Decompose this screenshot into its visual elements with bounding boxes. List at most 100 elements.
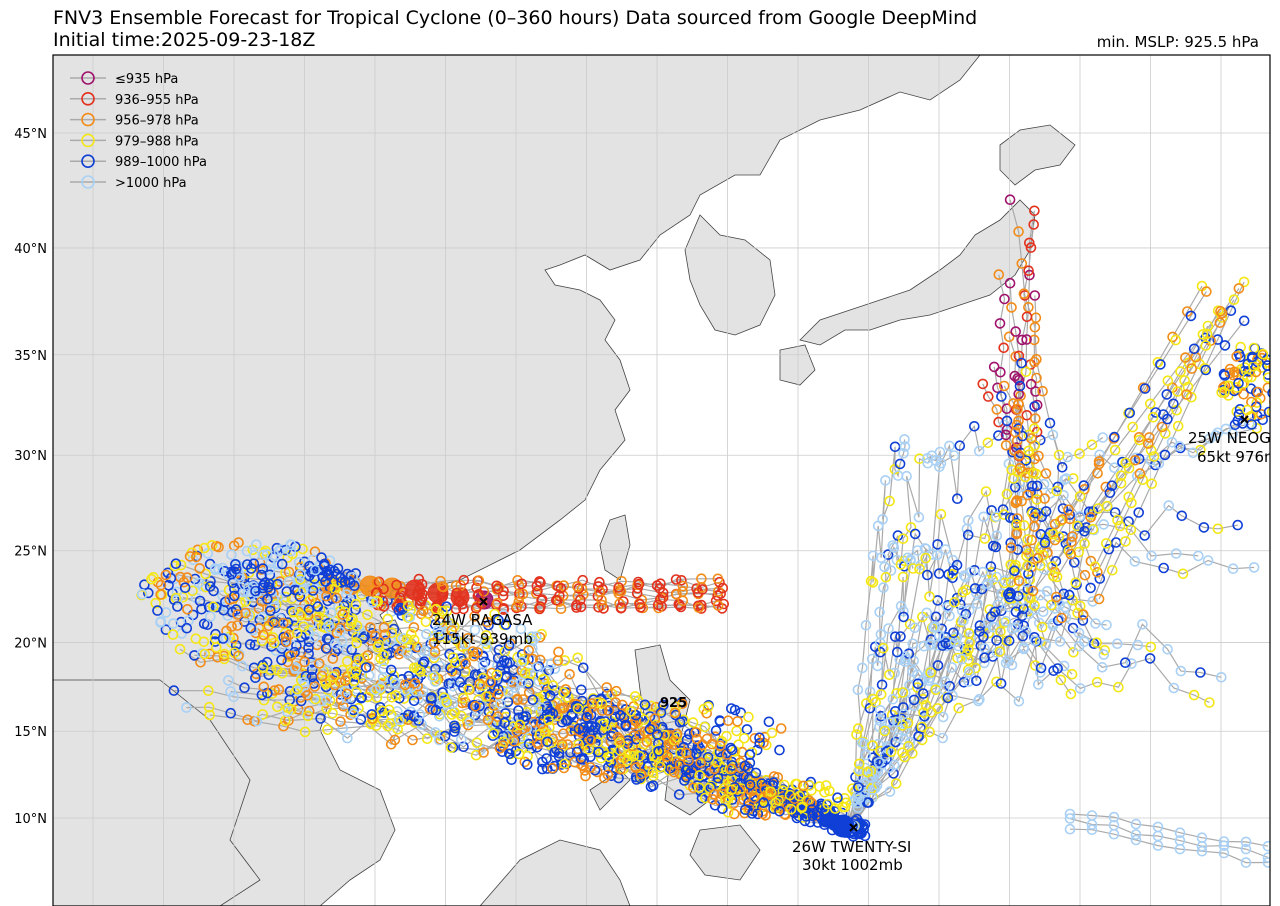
track-point [931,549,943,561]
cluster-point [758,797,769,809]
cluster-point [778,779,790,791]
cluster-point [735,707,747,719]
cluster-point [527,635,539,647]
cluster-point [191,551,202,563]
track-point [1137,618,1148,630]
cluster-point [690,727,702,738]
track-point [1029,635,1041,647]
cluster-point [803,795,815,806]
cluster-point [256,569,267,581]
track-point [375,682,386,693]
cluster-point [671,728,683,740]
track-point [704,744,716,756]
cluster-point [492,688,504,700]
track-point [1003,458,1015,470]
track-point [1054,636,1066,647]
track-point [351,631,363,643]
cluster-point [329,638,341,650]
cluster-point [754,732,765,744]
track-point [697,584,708,595]
track-point [1078,609,1089,620]
track-point [874,715,886,726]
cluster-point [335,572,346,584]
track-point [1022,489,1034,501]
track-point [1180,352,1191,363]
cluster-point [744,757,756,769]
track-point [1058,660,1070,672]
cluster-point [258,629,269,641]
cluster-point [661,750,673,762]
track-point [969,583,981,594]
cluster-point [616,699,628,711]
track-point [1028,467,1039,479]
cluster-point [382,613,394,625]
track-point [857,662,868,674]
track-point [878,582,889,593]
cluster-point [447,652,459,663]
cluster-point [829,803,841,814]
cluster-point [585,734,597,746]
track-point [1204,697,1215,708]
track-point [1107,564,1118,576]
track-point [416,578,428,590]
cluster-point [687,717,699,728]
cluster-point [773,795,784,806]
track-point [942,692,954,704]
cluster-point [759,783,771,795]
track-point [712,590,724,601]
track-point [1144,653,1156,664]
cluster-point [806,804,818,815]
track-point [572,652,584,664]
chart-title: FNV3 Ensemble Forecast for Tropical Cycl… [53,7,978,29]
track-point [1077,615,1089,626]
cluster-point [1242,358,1253,370]
cluster-point [1219,370,1231,381]
cluster-point [362,650,374,661]
track-point [1013,450,1025,461]
track-point [1079,569,1091,581]
track-line [1069,828,1269,864]
cluster-point [516,677,527,688]
cluster-point [409,677,421,689]
track-point [1024,269,1035,281]
cluster-point [256,635,268,647]
track-point [645,700,657,712]
cluster-point [408,711,420,723]
cluster-point [421,628,432,640]
min-mslp-label: min. MSLP: 925.5 hPa [1096,33,1259,51]
track-point [271,701,283,713]
cluster-point [366,709,378,720]
track-point [954,440,966,452]
cluster-point [276,654,287,666]
track-point [879,725,891,737]
track-point [654,583,666,594]
track-point [1039,537,1051,549]
track-point [228,691,239,703]
track-point [670,574,682,585]
track-point [1216,671,1227,683]
track-point [925,634,937,645]
track-point [535,601,546,613]
track-point [963,654,974,666]
cluster-point [463,683,475,695]
track-point [276,667,288,679]
cluster-point [460,638,471,650]
track-point [991,511,1002,522]
borneo [479,839,631,906]
cluster-point [198,636,210,648]
track-point [1060,473,1072,484]
cluster-point [630,762,642,774]
cluster-point [702,701,714,713]
cluster-point [744,779,756,791]
track-point [1130,818,1142,830]
track-point [1021,311,1033,323]
cluster-point [232,609,243,620]
track-point [712,772,724,784]
cluster-point [659,729,670,741]
track-point [432,673,444,685]
track-point [655,578,666,590]
cluster-point [310,579,321,590]
track-point [1155,359,1166,370]
cluster-point [804,780,815,791]
cluster-point [498,655,510,667]
